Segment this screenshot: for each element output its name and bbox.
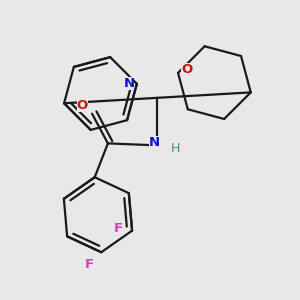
Text: F: F — [114, 222, 123, 235]
Text: N: N — [123, 77, 134, 90]
Text: N: N — [149, 136, 160, 149]
Text: H: H — [171, 142, 180, 155]
Text: O: O — [76, 99, 88, 112]
Text: F: F — [85, 258, 94, 271]
Text: O: O — [181, 63, 193, 76]
